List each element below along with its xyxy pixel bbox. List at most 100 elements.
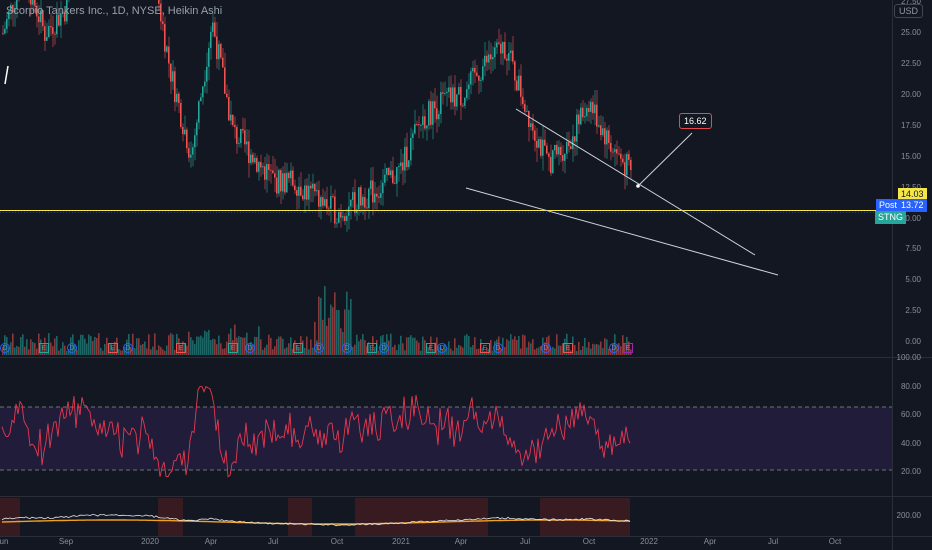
candle: [344, 216, 346, 222]
volume-bar: [182, 341, 184, 355]
candle: [418, 124, 420, 125]
earnings-marker[interactable]: E: [623, 343, 633, 353]
price-tick: 10.00: [900, 213, 921, 223]
dividend-marker[interactable]: D: [437, 343, 447, 353]
earnings-marker[interactable]: E: [228, 343, 238, 353]
volume-bar: [172, 334, 174, 355]
volume-bar: [348, 309, 350, 355]
candle: [188, 148, 190, 158]
candle: [432, 101, 434, 125]
earnings-marker[interactable]: E: [293, 343, 303, 353]
volume-bar: [328, 317, 330, 355]
dividend-marker[interactable]: D: [123, 343, 133, 353]
candle: [398, 166, 400, 168]
dividend-marker[interactable]: D: [0, 343, 10, 353]
candle: [326, 199, 328, 209]
dividend-marker[interactable]: D: [609, 343, 619, 353]
candle: [58, 14, 60, 26]
time-axis[interactable]: Jun Sep 2020 Apr Jul Oct 2021 Apr Jul Oct 2022 Apr J…: [0, 537, 932, 550]
symbol-tag: STNG: [875, 211, 907, 224]
candle: [10, 4, 12, 12]
candle: [514, 61, 516, 81]
candle: [616, 149, 618, 154]
candle: [358, 187, 360, 210]
candle: [372, 180, 374, 203]
volume-bar: [260, 339, 262, 355]
dividend-marker[interactable]: D: [342, 343, 352, 353]
dividend-marker[interactable]: D: [379, 343, 389, 353]
candle: [606, 130, 608, 145]
volume-bar: [604, 338, 606, 355]
volume-bar: [244, 337, 246, 355]
candle: [458, 86, 460, 95]
volume-bar: [134, 348, 136, 355]
volume-bar: [58, 350, 60, 355]
volume-bar: [418, 342, 420, 355]
dividend-marker[interactable]: D: [245, 343, 255, 353]
symbol-title[interactable]: Scorpio Tankers Inc., 1D, NYSE, Heikin A…: [6, 5, 223, 17]
candle: [166, 46, 168, 52]
volume-bar: [156, 350, 158, 355]
volume-bar: [622, 335, 624, 355]
candle: [66, 0, 68, 22]
candle: [388, 167, 390, 176]
dividend-marker[interactable]: D: [314, 343, 324, 353]
volume-bar: [320, 297, 322, 355]
last-price-tag: 14.03: [898, 188, 927, 201]
volume-bar: [76, 349, 78, 355]
candle: [346, 215, 348, 222]
candle: [510, 50, 512, 54]
volume-bar: [118, 349, 120, 355]
projection-line: [637, 132, 693, 187]
candle: [48, 26, 50, 38]
earnings-marker[interactable]: E: [39, 343, 49, 353]
candle: [538, 139, 540, 148]
candle: [420, 124, 422, 126]
volume-bar: [64, 345, 66, 355]
volume-bar: [456, 347, 458, 355]
candle: [440, 92, 442, 115]
candle: [454, 87, 456, 107]
earnings-marker[interactable]: E: [176, 343, 186, 353]
candle: [290, 170, 292, 179]
candle: [504, 41, 506, 59]
earnings-marker[interactable]: E: [108, 343, 118, 353]
candle: [202, 86, 204, 98]
candle: [424, 116, 426, 129]
candle: [452, 87, 454, 103]
volume-bar: [12, 333, 14, 355]
candle: [186, 129, 188, 149]
candle: [384, 174, 386, 183]
volume-bar: [374, 346, 376, 355]
candle: [536, 140, 538, 148]
candle: [566, 141, 568, 154]
candle: [498, 42, 500, 44]
dividend-marker[interactable]: D: [67, 343, 77, 353]
volume-bar: [398, 344, 400, 355]
volume-bar: [476, 349, 478, 355]
candle: [508, 53, 510, 61]
earnings-marker[interactable]: E: [426, 343, 436, 353]
volume-bar: [366, 346, 368, 355]
volume-bar: [26, 339, 28, 355]
volume-bar: [30, 339, 32, 355]
volume-bar: [210, 339, 212, 355]
earnings-marker[interactable]: E: [563, 343, 573, 353]
volume-bar: [278, 336, 280, 355]
volume-bar: [104, 343, 106, 355]
currency-button[interactable]: USD: [893, 4, 923, 18]
earnings-marker[interactable]: E: [480, 343, 490, 353]
candle: [310, 185, 312, 189]
candle: [604, 128, 606, 145]
candle: [38, 16, 40, 23]
candle: [324, 199, 326, 206]
dividend-marker[interactable]: D: [541, 343, 551, 353]
candle: [230, 114, 232, 121]
candle: [378, 196, 380, 198]
dividend-marker[interactable]: D: [493, 343, 503, 353]
candle: [562, 155, 564, 161]
earnings-marker[interactable]: E: [367, 343, 377, 353]
target-annotation[interactable]: 16.62: [679, 113, 712, 129]
